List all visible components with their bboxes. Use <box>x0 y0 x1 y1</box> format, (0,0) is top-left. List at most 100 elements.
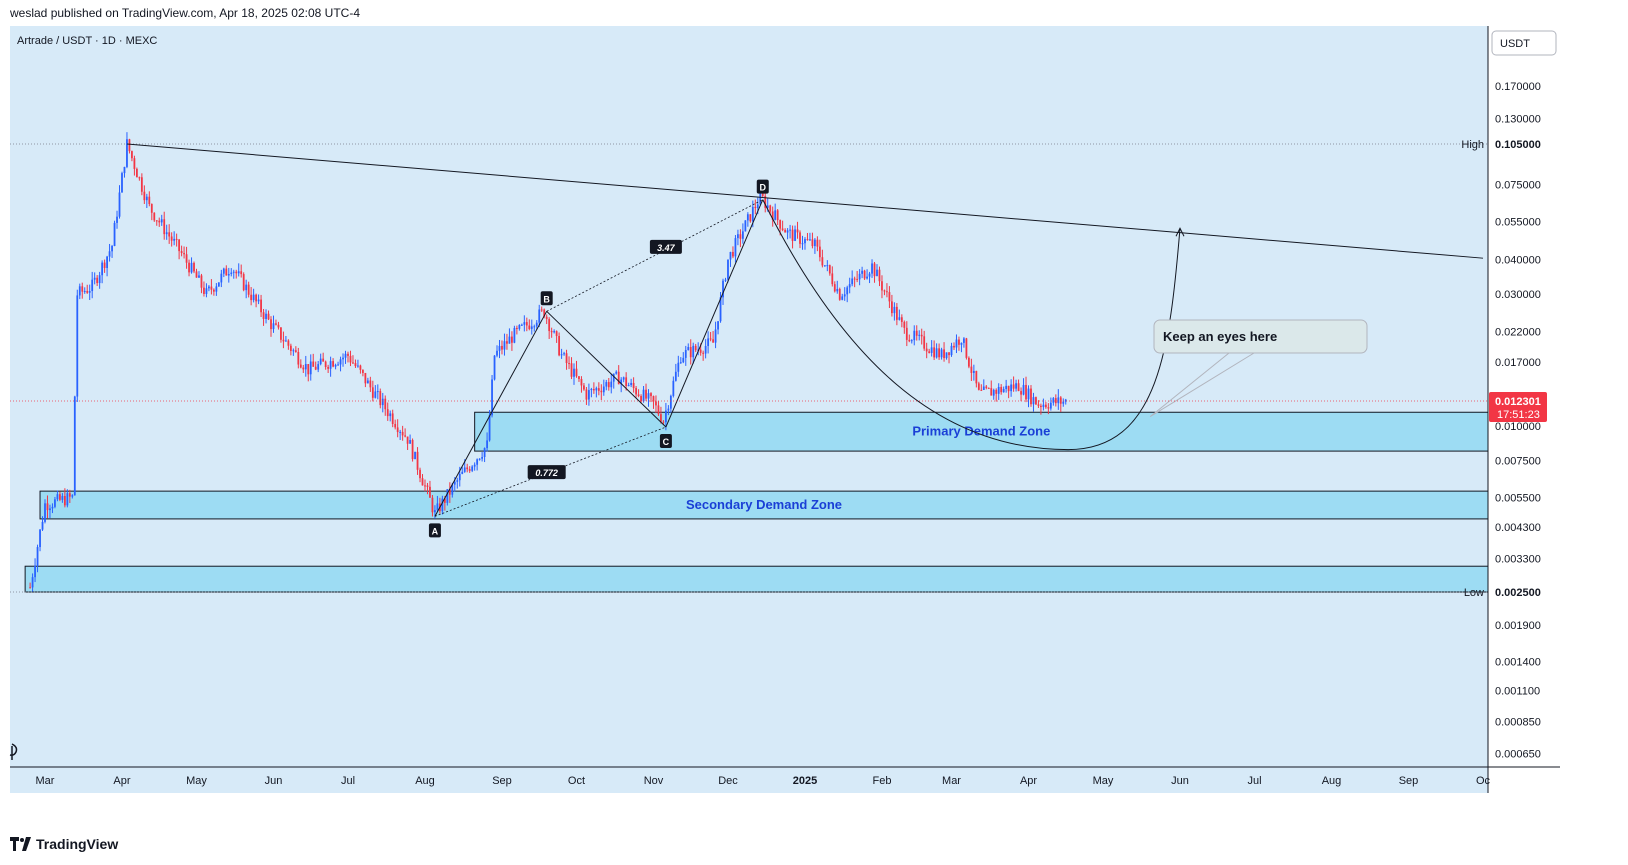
candle-body <box>814 239 816 247</box>
candle-body <box>163 219 166 235</box>
candle-body <box>637 394 640 397</box>
candle-body <box>784 229 787 233</box>
candle-body <box>349 355 352 363</box>
candle-body <box>66 493 69 506</box>
candle-body <box>240 271 243 275</box>
zone-label-0: Primary Demand Zone <box>912 424 1050 439</box>
candle-body <box>660 414 662 422</box>
countdown-value: 17:51:23 <box>1497 409 1540 421</box>
candle-body <box>1025 384 1027 400</box>
candle-body <box>585 389 588 400</box>
y-tick-label: 0.000850 <box>1495 716 1541 728</box>
candle-body <box>91 279 94 292</box>
candle-body <box>441 498 444 512</box>
candle-body <box>1037 404 1040 406</box>
candle-body <box>426 485 429 487</box>
y-tick-label: 0.055000 <box>1495 217 1541 229</box>
candle-body <box>34 565 36 578</box>
candle-body <box>925 348 928 352</box>
candle-body <box>73 396 76 496</box>
candle-body <box>210 286 213 290</box>
candle-body <box>1000 386 1003 393</box>
candle-body <box>702 352 705 354</box>
candle-body <box>1027 388 1030 400</box>
candle-body <box>352 362 354 364</box>
candle-body <box>411 440 414 460</box>
candle-body <box>1022 384 1025 395</box>
candle-body <box>741 231 744 239</box>
candle-body <box>635 388 637 395</box>
candle-body <box>1017 383 1020 392</box>
x-tick-label: Apr <box>113 775 130 787</box>
point-badge-A <box>428 523 441 538</box>
candle-body <box>478 458 481 460</box>
candle-body <box>809 239 811 241</box>
candle-body <box>900 317 903 322</box>
y-tick-label: 0.004300 <box>1495 522 1541 534</box>
candle-body <box>583 385 585 390</box>
currency-button-label: USDT <box>1500 38 1530 50</box>
candle-body <box>381 398 384 406</box>
x-tick-label: Mar <box>942 775 961 787</box>
candle-body <box>282 339 285 342</box>
candle-body <box>1059 397 1062 404</box>
candle-body <box>451 484 454 495</box>
candle-body <box>908 339 911 342</box>
candle-body <box>503 341 506 350</box>
candle-body <box>804 239 806 244</box>
x-tick-label: Oct <box>568 775 585 787</box>
candle-body <box>31 577 34 588</box>
candle-body <box>640 396 642 402</box>
candle-body <box>185 254 188 263</box>
candle-body <box>68 493 71 497</box>
candle-body <box>272 323 275 330</box>
candle-body <box>376 391 379 393</box>
candle-body <box>138 177 141 179</box>
candle-body <box>734 238 737 257</box>
currency-button[interactable]: USDT <box>1491 30 1557 56</box>
candle-body <box>622 377 625 380</box>
candle-body <box>746 214 749 221</box>
candle-body <box>513 327 516 343</box>
candle-body <box>866 276 868 279</box>
candle-body <box>1042 404 1045 408</box>
candle-body <box>982 386 985 390</box>
candle-body <box>1015 383 1017 389</box>
candle-body <box>625 377 628 386</box>
candle-body <box>717 321 719 330</box>
candle-body <box>977 383 980 390</box>
candle-body <box>652 396 655 402</box>
candle-body <box>530 326 533 329</box>
candle-body <box>886 291 888 293</box>
pattern-leg-CD <box>665 199 764 428</box>
candle-body <box>818 246 821 258</box>
candle-body <box>121 173 123 193</box>
candle-body <box>883 290 886 292</box>
candle-body <box>980 389 983 391</box>
candle-body <box>220 273 223 283</box>
candle-body <box>304 364 307 370</box>
candle-body <box>106 256 108 268</box>
candle-body <box>54 499 56 507</box>
candle-body <box>203 287 205 294</box>
candle-body <box>41 521 44 530</box>
candle-body <box>540 309 543 311</box>
candle-body <box>443 498 446 503</box>
candle-body <box>200 275 203 288</box>
candle-body <box>78 286 81 296</box>
candle-body <box>337 364 339 366</box>
candle-body <box>339 359 342 365</box>
candle-body <box>242 274 245 291</box>
candle-body <box>280 327 282 340</box>
candle-body <box>463 467 466 472</box>
candle-body <box>374 391 377 398</box>
candle-body <box>1005 385 1008 390</box>
candle-body <box>580 379 583 386</box>
candle-body <box>672 380 675 396</box>
x-tick-label: Jun <box>265 775 283 787</box>
candle-body <box>414 451 416 460</box>
candle-body <box>314 366 317 370</box>
candle-body <box>292 350 295 352</box>
